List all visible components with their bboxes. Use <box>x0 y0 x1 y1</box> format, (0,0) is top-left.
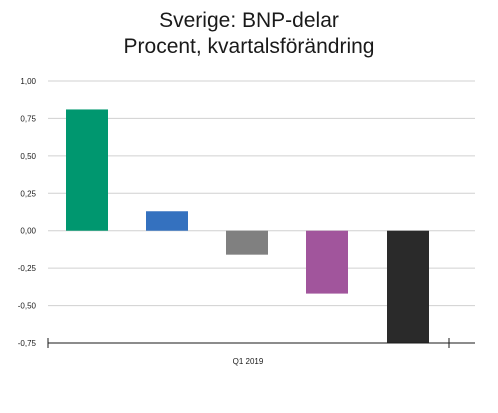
bar <box>66 109 108 231</box>
y-tick-label: 0,00 <box>20 227 36 236</box>
bar <box>146 211 188 231</box>
bar <box>226 230 268 255</box>
y-tick-label: 0,25 <box>20 189 36 198</box>
y-tick-label: -0,50 <box>18 302 37 311</box>
y-tick-label: 0,50 <box>20 152 36 161</box>
y-tick-label: -0,25 <box>18 264 37 273</box>
chart-subtitle: Procent, kvartalsförändring <box>123 35 375 58</box>
y-tick-label: -0,75 <box>18 339 37 348</box>
bar <box>306 230 348 294</box>
x-axis <box>47 338 475 348</box>
y-tick-label: 0,75 <box>20 114 36 123</box>
chart-title: Sverige: BNP-delar <box>159 9 339 32</box>
bar <box>387 230 429 343</box>
axis-labels: 1,00 0,75 0,50 0,25 0,00 -0,25 -0,50 -0,75 Q1 20… <box>18 77 264 366</box>
y-tick-label: 1,00 <box>20 77 36 86</box>
x-category-label: Q1 2019 <box>233 357 264 366</box>
bars <box>66 109 429 343</box>
